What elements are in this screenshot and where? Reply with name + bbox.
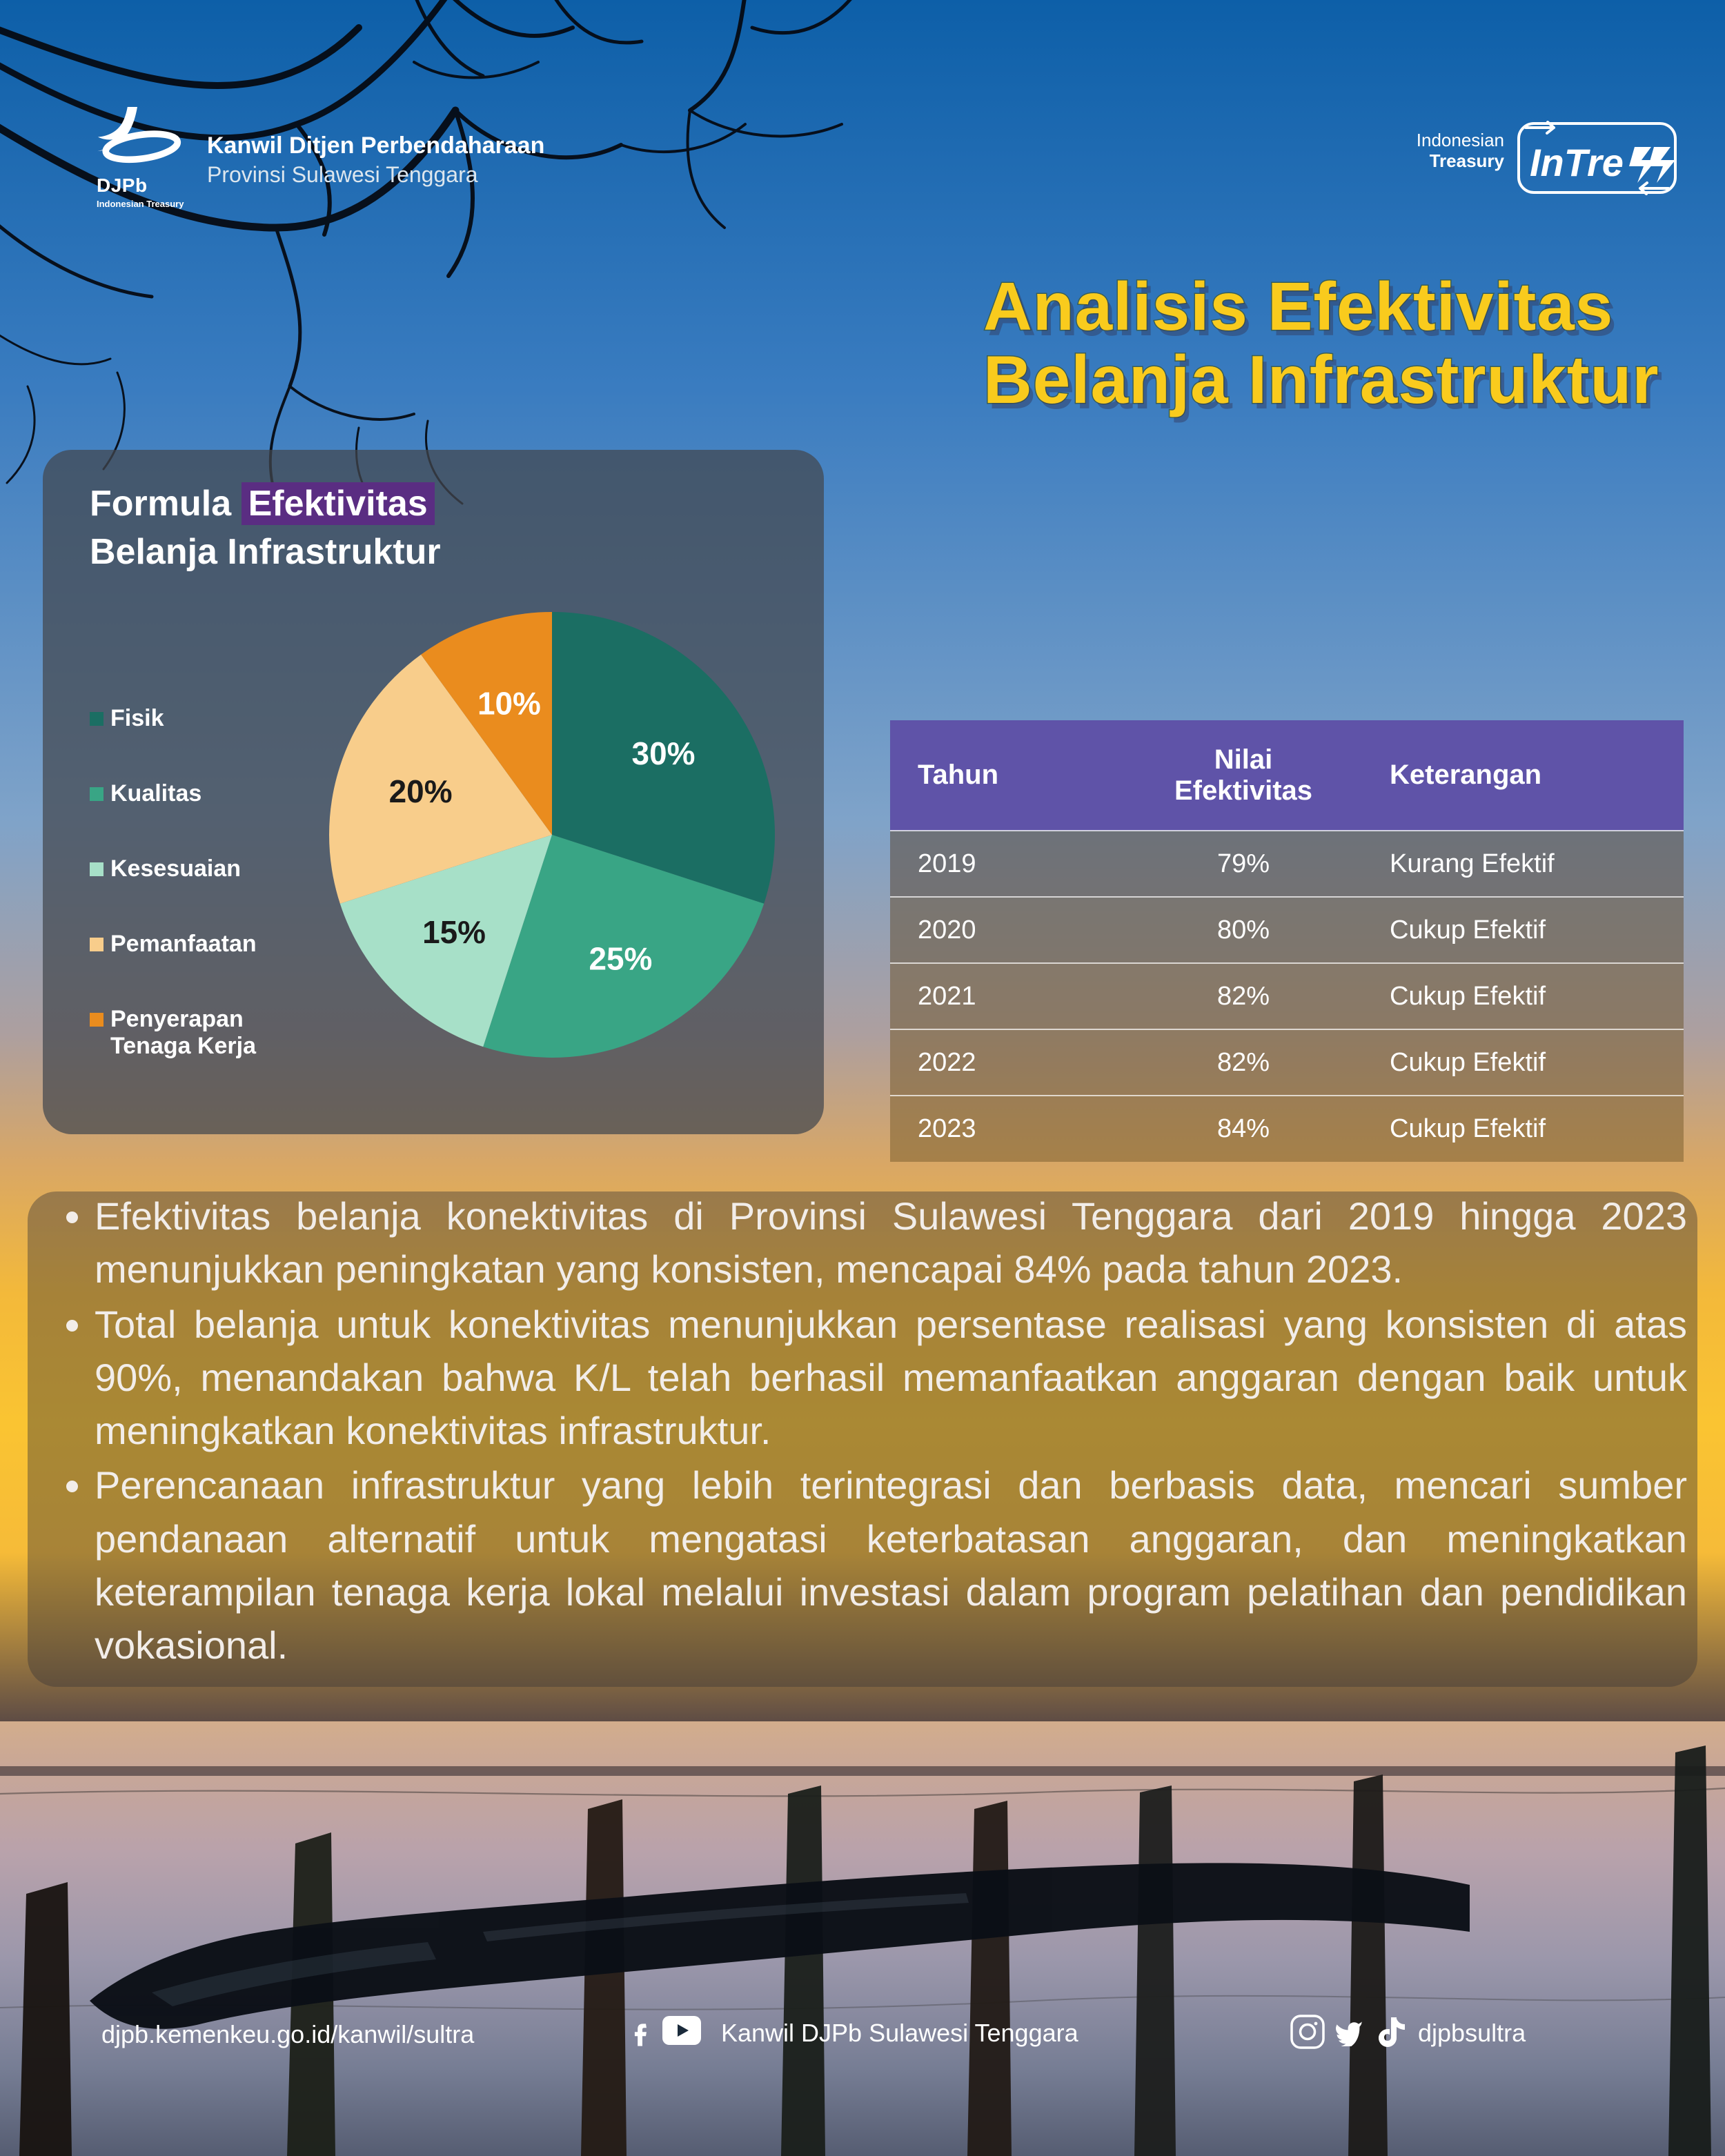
svg-text:15%: 15% [422, 914, 486, 950]
svg-text:10%: 10% [477, 686, 541, 722]
svg-text:25%: 25% [589, 941, 653, 977]
svg-text:InTre: InTre [1530, 141, 1624, 184]
svg-text:30%: 30% [632, 735, 696, 771]
svg-text:20%: 20% [389, 773, 453, 809]
